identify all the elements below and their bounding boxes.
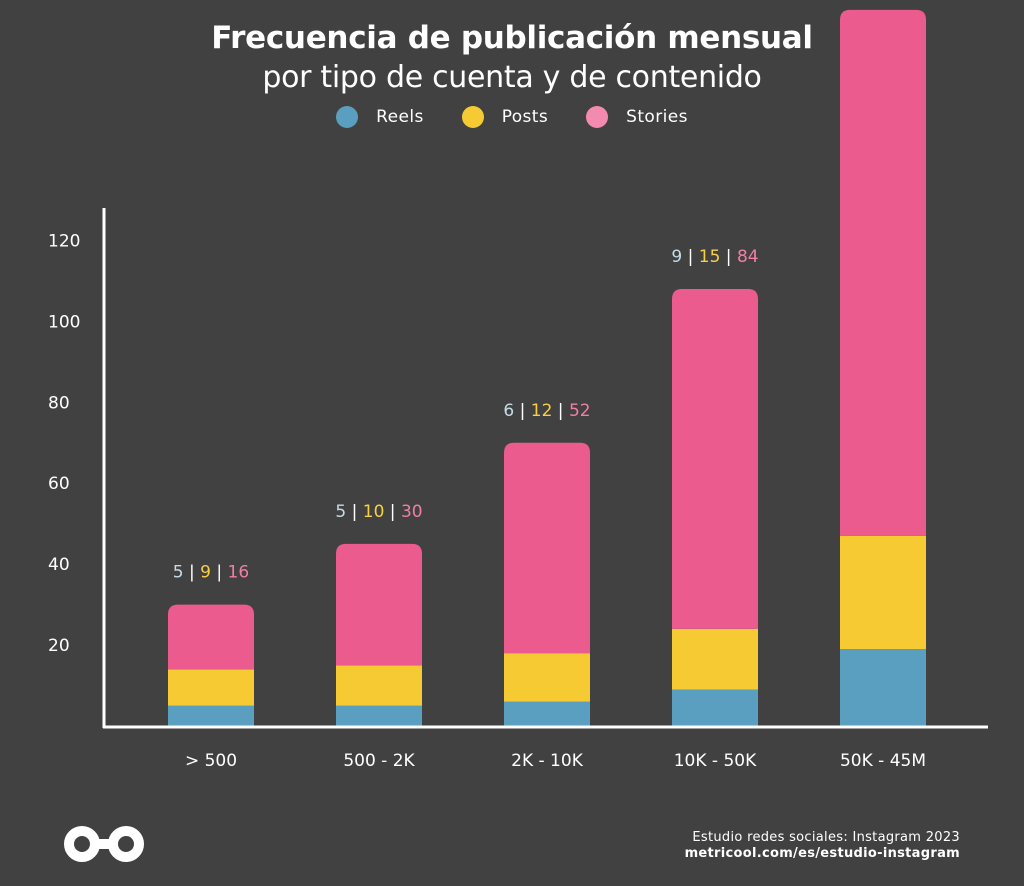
chart-subtitle: por tipo de cuenta y de contenido [262, 60, 762, 95]
bar-label-separator: | [211, 563, 228, 583]
y-tick-label: 20 [48, 636, 70, 656]
bar-label-reels: 9 [671, 247, 682, 267]
bar-label-posts: 10 [363, 502, 385, 522]
bar-segment-reels [504, 701, 590, 726]
bar-label-reels: 5 [335, 502, 346, 522]
y-tick-label: 60 [48, 474, 70, 494]
legend-label-reels: Reels [376, 107, 424, 127]
bar-segment-stories [336, 543, 422, 666]
bar-segment-stories [504, 442, 590, 654]
bar-label-posts: 15 [699, 247, 721, 267]
footer-source: Estudio redes sociales: Instagram 2023 [692, 830, 960, 845]
y-tick-label: 40 [48, 555, 70, 575]
bar-label-stories: 30 [401, 502, 423, 522]
legend-swatch-posts [461, 106, 484, 128]
bar-label-separator: | [346, 502, 363, 522]
bar-segment-reels [336, 705, 422, 726]
bar-label-separator: | [514, 401, 531, 421]
bar-label-posts: 12 [531, 401, 553, 421]
bar-value-label: 5 | 10 | 30 [335, 502, 422, 522]
legend-swatch-reels [336, 106, 359, 128]
bar-label-separator: | [682, 247, 699, 267]
x-tick-label: 10K - 50K [674, 751, 757, 771]
footer: Estudio redes sociales: Instagram 2023 m… [685, 830, 960, 862]
bar-value-label: 9 | 15 | 84 [671, 247, 758, 267]
bar-label-reels: 6 [503, 401, 514, 421]
metricool-infinity-logo-icon [64, 826, 144, 862]
y-tick-label: 100 [48, 312, 80, 332]
x-tick-label: > 500 [185, 751, 237, 771]
bar-segment-reels [168, 705, 254, 726]
bar-segment-stories [672, 289, 758, 629]
bar-value-label: 5 | 9 | 16 [173, 563, 249, 583]
bar-label-reels: 5 [173, 563, 184, 583]
bar-segment-reels [672, 689, 758, 726]
legend-item-posts: Posts [461, 106, 549, 128]
bar-label-separator: | [720, 247, 737, 267]
bar-label-stories: 16 [228, 563, 250, 583]
bar-label-separator: | [384, 502, 401, 522]
chart-title: Frecuencia de publicación mensual [211, 20, 813, 56]
legend-swatch-stories [586, 106, 609, 128]
bar-label-stories: 84 [737, 247, 759, 267]
legend-label-stories: Stories [626, 107, 688, 127]
bar-segment-posts [168, 669, 254, 706]
legend: Reels Posts Stories [0, 106, 1024, 128]
bar-segment-posts [336, 665, 422, 706]
bar-segment-posts [672, 628, 758, 690]
legend-label-posts: Posts [501, 107, 549, 127]
bar-segment-stories [168, 604, 254, 670]
bar-label-separator: | [184, 563, 201, 583]
bar-segment-stories [840, 9, 926, 536]
bar-segment-posts [840, 535, 926, 650]
y-tick-label: 120 [48, 231, 80, 251]
legend-item-reels: Reels [336, 106, 424, 128]
legend-item-stories: Stories [586, 106, 688, 128]
footer-url: metricool.com/es/estudio-instagram [684, 846, 960, 861]
bar-segment-reels [840, 649, 926, 726]
bar-value-label: 6 | 12 | 52 [503, 401, 590, 421]
bar-label-posts: 9 [200, 563, 211, 583]
x-tick-label: 500 - 2K [343, 751, 415, 771]
bar-segment-posts [504, 653, 590, 702]
x-tick-label: 50K - 45M [840, 751, 926, 771]
bar-label-stories: 52 [569, 401, 591, 421]
y-tick-label: 80 [48, 393, 70, 413]
bar-label-separator: | [552, 401, 569, 421]
x-tick-label: 2K - 10K [511, 751, 584, 771]
